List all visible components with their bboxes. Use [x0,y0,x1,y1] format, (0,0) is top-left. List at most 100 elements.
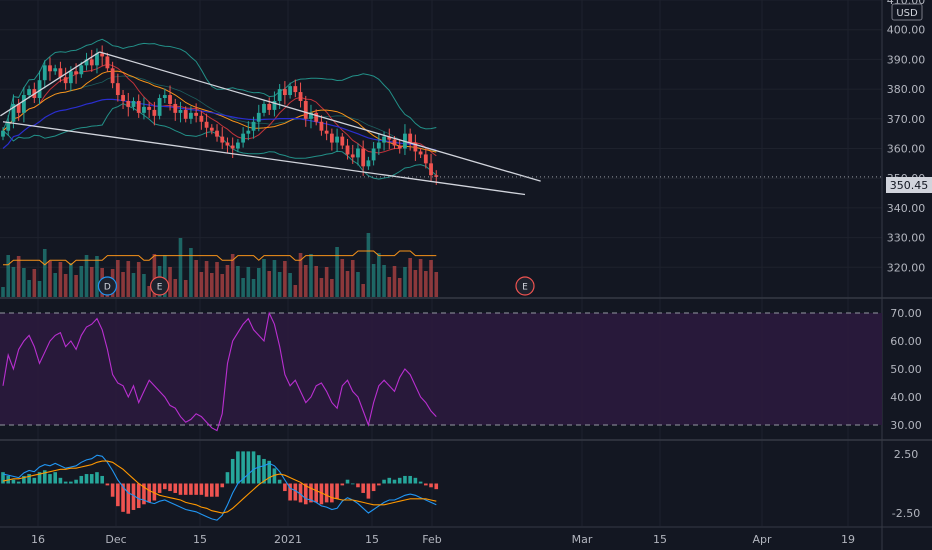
trendlines[interactable] [0,51,882,196]
macd-line [2,454,437,521]
event-marker-circle[interactable] [515,276,535,296]
volume-bar [1,287,5,297]
candle-body [48,65,52,72]
macd-histogram-bar [173,483,178,493]
macd-histogram-bar [418,481,423,484]
last-price-tag: 350.45 [886,177,932,193]
macd-histogram-bar [361,483,365,493]
volume-bar [152,254,157,297]
trendline[interactable] [2,121,526,196]
rsi-line [2,311,437,432]
candle-body [173,103,178,113]
macd-histogram-bar [163,483,167,490]
volume-bar [210,273,214,297]
price-axis-tick-label: 390.00 [887,53,926,66]
macd-histogram-bar [1,472,5,484]
volume-bar [272,260,277,297]
volume-bar [48,261,52,297]
macd-histogram-bar [210,483,214,497]
macd-histogram-bar [157,483,162,493]
candle-body [95,53,99,66]
candle-body [110,68,115,84]
price-axis-tick-label: 340.00 [887,202,926,215]
macd-signal-line [2,460,437,514]
time-axis-tick-label: 15 [653,533,667,546]
macd-histogram-bar [136,483,141,509]
macd-pane[interactable] [1,451,439,521]
volume-bar [147,286,151,297]
candle-body [178,109,183,113]
event-marker-circle[interactable] [97,276,118,296]
candle-body [241,133,246,143]
time-axis-tick-label: 15 [193,533,207,546]
volume-bar [319,278,324,297]
volume-bar [288,273,292,297]
volume-bar [168,267,172,297]
macd-histogram-bar [95,472,99,484]
candle-body [74,71,78,75]
candle-body [189,112,193,119]
macd-histogram-bar [32,477,37,484]
volume-bar [178,238,183,297]
event-marker-circle[interactable] [150,276,170,296]
macd-histogram-bar [183,483,188,495]
candle-body [256,112,261,122]
candle-body [272,100,277,110]
macd-histogram-bar [110,483,115,497]
volume-bar [340,259,345,297]
candle-body [408,133,413,143]
macd-histogram-bar [63,481,68,484]
macd-histogram-bar [298,483,303,503]
macd-histogram-bar [116,483,120,507]
volume-bar [434,272,439,297]
macd-histogram-bar [74,479,78,484]
candle-body [230,145,235,149]
volume-bar [262,259,266,297]
volume-bar [116,260,120,297]
macd-histogram-bar [230,458,235,484]
macd-histogram-bar [330,483,334,503]
trendline[interactable] [99,51,541,182]
candle-body [126,100,131,107]
candle-body [11,103,16,122]
candle-body [209,127,214,131]
candle-body [361,148,366,167]
macd-histogram-bar [142,483,146,505]
volume-bar [32,269,37,297]
currency-badge[interactable]: USD [891,3,923,21]
volume-bar [429,260,433,297]
macd-histogram-bar [48,474,52,484]
volume-bar [220,274,225,297]
candle-body [267,103,272,110]
volume-bar [84,255,89,297]
volume-bar [303,265,308,297]
volume-bar [382,265,386,297]
macd-histogram-bar [392,479,397,484]
macd-histogram-bar [131,483,136,510]
event-marker-label: D [104,283,111,293]
candle-body [68,71,73,84]
volume-bar [366,233,371,297]
volume-bar [58,262,63,297]
time-axis-tick-label: 19 [841,533,855,546]
candle-body [105,56,110,69]
trendline[interactable] [0,51,100,117]
candle-body [288,86,292,96]
rsi-pane[interactable] [0,311,882,432]
macd-histogram-bar [314,483,318,503]
macd-histogram-bar [11,479,16,484]
candle-body [413,142,418,152]
volume-bar [199,272,204,297]
macd-histogram-bar [303,483,308,505]
macd-histogram-bar [22,475,26,484]
candle-body [350,154,355,158]
volume-bar [126,261,131,297]
last-price-box [886,177,932,193]
candle-body [418,151,423,155]
volume-bar [293,285,298,297]
rsi-axis-tick-label: 60.00 [890,335,922,348]
volume-bar [236,266,240,297]
